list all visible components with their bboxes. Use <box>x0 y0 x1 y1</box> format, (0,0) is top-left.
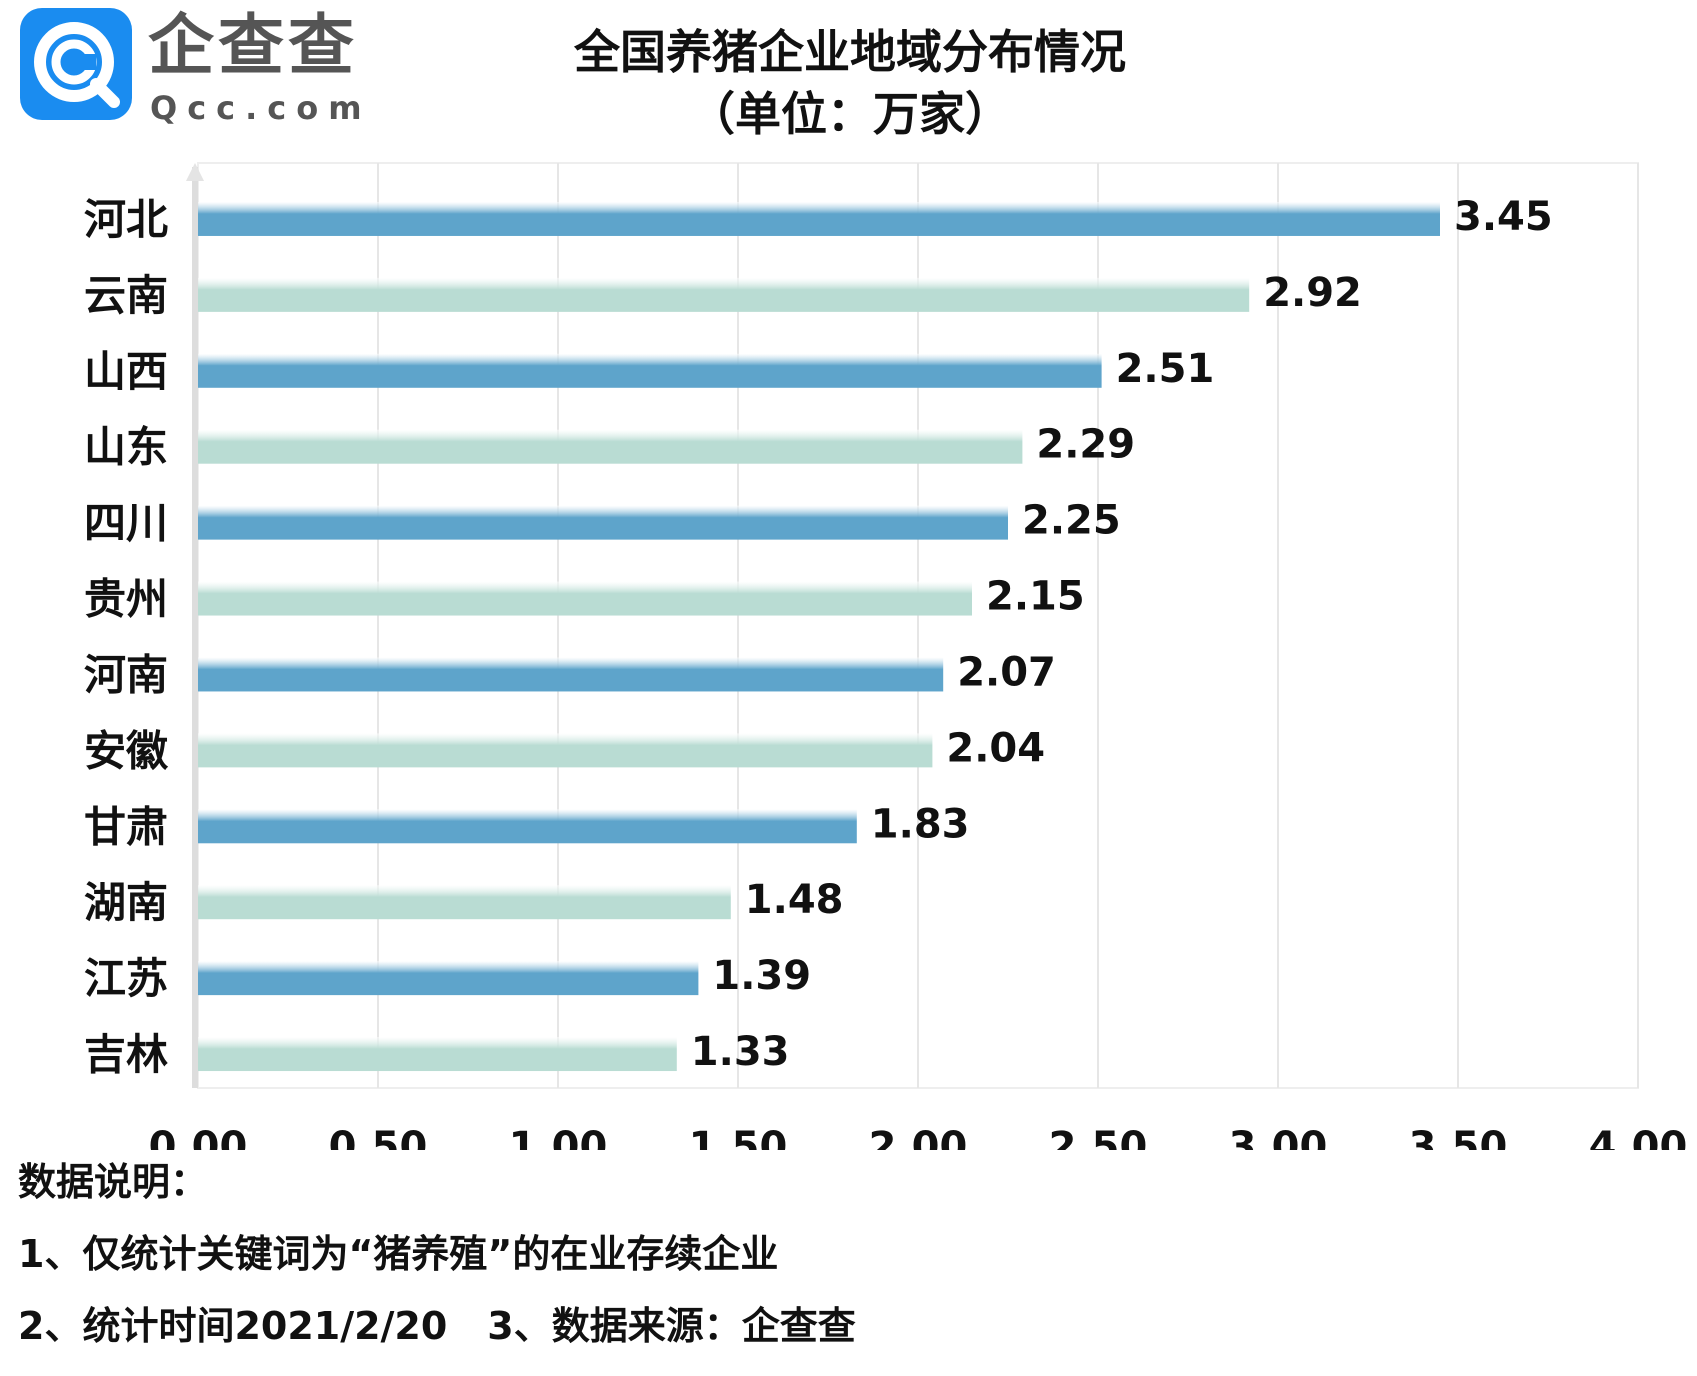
category-label: 江苏 <box>84 954 168 1003</box>
bar <box>198 885 731 920</box>
bar <box>198 733 933 768</box>
bar <box>198 961 699 996</box>
x-tick-label: 1.00 <box>509 1124 608 1150</box>
qcc-logo-icon <box>20 8 132 120</box>
data-label: 1.83 <box>871 801 970 847</box>
logo-text-en: Qcc.com <box>150 89 372 127</box>
bar <box>198 429 1023 464</box>
data-label: 2.29 <box>1036 422 1135 468</box>
bar <box>198 277 1250 312</box>
data-label: 2.51 <box>1116 346 1215 392</box>
data-notes: 数据说明： 1、仅统计关键词为“猪养殖”的在业存续企业 2、统计时间2021/2… <box>18 1160 896 1376</box>
category-label: 云南 <box>84 271 168 320</box>
data-label: 2.25 <box>1022 498 1121 544</box>
category-label: 湖南 <box>84 878 168 927</box>
data-label: 2.07 <box>957 649 1056 695</box>
note-date: 2、统计时间2021/2/20 <box>18 1304 448 1348</box>
note-line-2: 2、统计时间2021/2/20 3、数据来源：企查查 <box>18 1304 896 1348</box>
note-line-1: 1、仅统计关键词为“猪养殖”的在业存续企业 <box>18 1232 779 1276</box>
category-label: 河南 <box>84 650 168 699</box>
qcc-logo: 企查查 Qcc.com <box>20 7 362 130</box>
data-label: 1.48 <box>745 877 844 923</box>
bar <box>198 809 857 844</box>
x-tick-label: 0.50 <box>329 1124 428 1150</box>
y-axis-arrow <box>186 163 204 181</box>
logo-text-cn: 企查查 <box>148 7 358 84</box>
bar <box>198 353 1102 388</box>
data-label: 1.39 <box>712 953 811 999</box>
category-label: 山西 <box>84 347 168 396</box>
bar <box>198 1037 677 1072</box>
bar <box>198 201 1440 236</box>
bar-chart: 0.00 0.50 1.00 1.50 2.00 2.50 3.00 3.50 4.00 河北 3.… <box>84 162 1688 1150</box>
data-label: 2.15 <box>986 574 1085 620</box>
bar <box>198 581 972 616</box>
x-tick-label: 2.50 <box>1049 1124 1148 1150</box>
x-tick-label: 4.00 <box>1589 1124 1688 1150</box>
category-label: 吉林 <box>84 1030 168 1079</box>
data-label: 1.33 <box>691 1029 790 1075</box>
x-tick-label: 1.50 <box>689 1124 788 1150</box>
x-tick-label: 0.00 <box>149 1124 248 1150</box>
data-label: 3.45 <box>1454 194 1553 240</box>
bar <box>198 657 944 692</box>
category-label: 贵州 <box>84 575 168 624</box>
x-tick-label: 2.00 <box>869 1124 968 1150</box>
chart-title: 全国养猪企业地域分布情况 <box>574 25 1126 79</box>
note-source: 3、数据来源：企查查 <box>487 1304 856 1348</box>
category-label: 甘肃 <box>84 802 168 851</box>
notes-heading: 数据说明： <box>18 1160 209 1204</box>
data-label: 2.04 <box>946 725 1045 771</box>
x-tick-label: 3.50 <box>1409 1124 1508 1150</box>
bar <box>198 505 1008 540</box>
data-label: 2.92 <box>1263 270 1362 316</box>
x-tick-label: 3.00 <box>1229 1124 1328 1150</box>
category-label: 山东 <box>84 423 168 472</box>
chart-subtitle: （单位：万家） <box>689 87 1011 141</box>
category-label: 河北 <box>84 195 168 244</box>
category-label: 四川 <box>84 499 168 548</box>
category-label: 安徽 <box>84 726 169 775</box>
